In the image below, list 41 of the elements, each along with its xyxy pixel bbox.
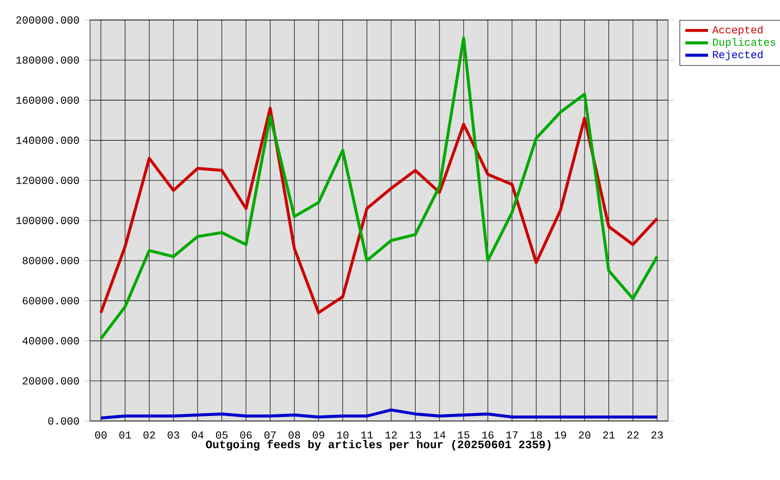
x-tick-label: 07	[264, 431, 276, 439]
x-tick-label: 15	[458, 431, 470, 439]
x-tick-label: 21	[603, 431, 615, 439]
x-tick-label: 16	[482, 431, 494, 439]
y-tick-label: 80000.000	[22, 256, 79, 264]
y-tick-label: 0.000	[48, 417, 79, 425]
x-tick-label: 12	[385, 431, 397, 439]
x-tick-label: 14	[434, 431, 446, 438]
x-tick-label: 13	[410, 431, 422, 439]
x-tick-label: 06	[240, 431, 252, 439]
y-tick-label: 180000.000	[16, 56, 79, 64]
x-tick-label: 19	[554, 431, 566, 439]
x-axis-title: Outgoing feeds by articles per hour (20250601 2359)	[206, 440, 550, 451]
x-tick-label: 23	[651, 431, 663, 439]
legend-label: Duplicates	[713, 38, 776, 48]
x-tick-label: 00	[95, 431, 107, 439]
y-tick-label: 20000.000	[22, 377, 79, 385]
y-tick-label: 60000.000	[22, 297, 79, 304]
line-series	[99, 106, 659, 314]
x-tick-label: 03	[168, 431, 180, 439]
x-tick-label: 05	[216, 431, 228, 439]
x-tick-label: 09	[312, 431, 324, 439]
y-tick-label: 100000.000	[16, 216, 79, 224]
legend-label: Rejected	[713, 50, 762, 60]
line-series	[99, 36, 659, 340]
x-tick-label: 17	[506, 431, 518, 438]
x-tick-label: 08	[288, 431, 300, 439]
y-tick-label: 40000.000	[22, 337, 79, 344]
x-tick-label: 11	[361, 431, 373, 438]
x-tick-label: 20	[578, 431, 590, 439]
x-tick-label: 22	[627, 431, 639, 439]
y-tick-label: 160000.000	[16, 96, 79, 104]
x-tick-label: 01	[119, 431, 131, 439]
y-tick-label: 140000.000	[16, 136, 79, 144]
x-tick-label: 10	[337, 431, 348, 439]
y-tick-label: 200000.000	[16, 16, 79, 24]
x-tick-label: 02	[144, 431, 155, 439]
x-tick-label: 04	[192, 431, 204, 439]
legend-label: Accepted	[712, 26, 762, 36]
x-tick-label: 18	[530, 431, 542, 439]
y-tick-label: 120000.000	[16, 176, 79, 184]
